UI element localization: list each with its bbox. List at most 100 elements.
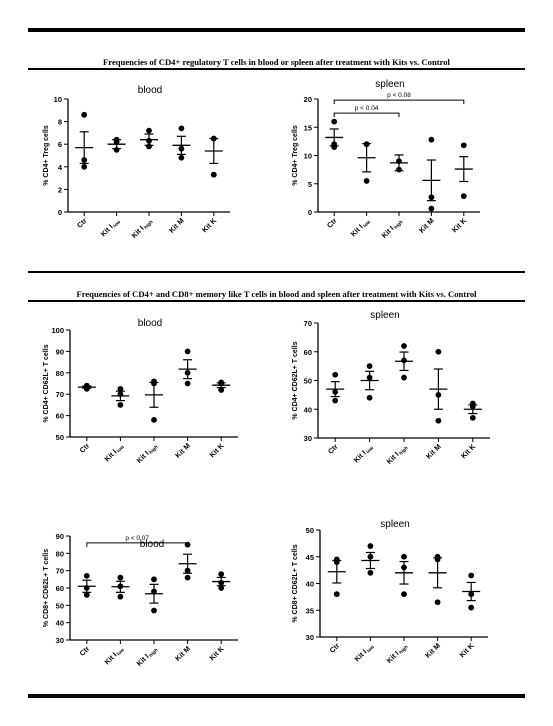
y-tick-label: 15 xyxy=(304,123,312,132)
data-point xyxy=(218,585,225,591)
data-point xyxy=(83,585,90,591)
section-rule-memory-bottom xyxy=(28,300,525,302)
y-tick-label: 70 xyxy=(56,390,64,399)
x-tick-label: Kit Ihigh xyxy=(385,641,410,666)
data-point xyxy=(117,593,124,600)
x-tick-label: Ctr xyxy=(326,442,340,456)
x-tick-label: Kit K xyxy=(207,440,226,459)
data-point xyxy=(218,387,225,393)
y-tick-label: 20 xyxy=(304,95,312,104)
section-rule-memory xyxy=(28,271,525,273)
y-tick-label: 5 xyxy=(308,180,312,189)
y-tick-label: 10 xyxy=(304,152,312,161)
y-tick-label: 0 xyxy=(58,208,62,217)
x-tick-label: Kit Ilow xyxy=(99,216,123,240)
y-axis-label: % CD4+ Treg cells xyxy=(43,125,50,186)
y-tick-label: 90 xyxy=(56,532,64,541)
data-point xyxy=(146,127,152,134)
data-point xyxy=(460,142,467,149)
data-point xyxy=(178,145,185,152)
y-tick-label: 50 xyxy=(56,433,64,442)
data-point xyxy=(468,572,475,579)
data-point xyxy=(117,574,124,581)
x-tick-label: Kit M xyxy=(173,644,192,663)
data-point xyxy=(117,391,124,398)
y-tick-label: 0 xyxy=(308,208,312,217)
x-tick-label: Kit Ihigh xyxy=(385,442,410,467)
data-point xyxy=(81,111,88,118)
y-tick-label: 40 xyxy=(306,580,314,589)
y-tick-label: 40 xyxy=(56,619,64,628)
y-tick-label: 30 xyxy=(56,636,64,645)
x-tick-label: Kit K xyxy=(459,441,478,460)
x-tick-label: Kit Ilow xyxy=(352,641,376,665)
data-point xyxy=(218,579,225,586)
data-point xyxy=(210,171,217,178)
y-tick-label: 50 xyxy=(306,526,314,535)
x-tick-label: Ctr xyxy=(75,216,89,230)
data-point xyxy=(184,348,191,355)
y-tick-label: 60 xyxy=(56,584,64,593)
data-point xyxy=(468,604,475,611)
x-tick-label: Kit Ihigh xyxy=(380,216,405,241)
data-point xyxy=(333,556,340,563)
y-axis-label: % CD8+ CD62L+ T cells xyxy=(43,549,50,627)
data-point xyxy=(117,385,124,392)
chart-panel: blood 0 2 4 6 8 10 % CD4+ Treg cells Ctr Kit Ilow… xyxy=(43,85,230,241)
x-tick-label: Kit K xyxy=(457,640,476,659)
data-point xyxy=(113,136,120,143)
data-point xyxy=(184,369,191,376)
x-tick-label: Kit Ihigh xyxy=(135,644,160,669)
x-tick-label: Ctr xyxy=(78,441,92,455)
data-point xyxy=(469,414,476,421)
bottom-rule xyxy=(28,694,525,698)
data-point xyxy=(331,118,338,125)
x-tick-label: Kit K xyxy=(450,215,469,234)
data-point xyxy=(146,143,152,150)
data-point xyxy=(331,141,338,148)
chart-title: spleen xyxy=(380,519,409,530)
data-point xyxy=(113,146,120,153)
y-tick-label: 80 xyxy=(56,369,64,378)
data-point xyxy=(83,572,90,579)
data-point xyxy=(401,591,407,598)
data-point xyxy=(81,163,88,170)
y-axis-label: % CD4+ CD62L+ T cells xyxy=(292,341,299,419)
significance-bracket xyxy=(333,99,465,105)
y-axis-label: % CD4+ CD62L+ T cells xyxy=(43,344,50,422)
y-tick-label: 4 xyxy=(58,163,63,172)
x-tick-label: Kit M xyxy=(417,216,436,235)
data-point xyxy=(332,389,339,395)
y-tick-label: 30 xyxy=(306,633,314,642)
data-point xyxy=(401,343,407,349)
y-tick-label: 8 xyxy=(58,118,62,127)
data-point xyxy=(184,574,191,581)
x-tick-label: Kit Ihigh xyxy=(130,216,155,241)
x-tick-label: Kit Ilow xyxy=(102,644,126,668)
data-point xyxy=(401,374,407,381)
chart-title: blood xyxy=(138,85,162,96)
data-point xyxy=(428,205,435,212)
y-tick-label: 50 xyxy=(304,377,312,386)
data-point xyxy=(333,591,340,598)
data-point xyxy=(396,158,402,165)
y-tick-label: 60 xyxy=(56,412,64,421)
data-point xyxy=(332,371,339,378)
y-tick-label: 10 xyxy=(54,95,62,104)
chart-panel: spleen 30 35 40 45 50 % CD8+ CD62L+ T cells Ctr… xyxy=(292,519,488,666)
data-point xyxy=(81,157,88,163)
data-point xyxy=(434,599,441,606)
data-point xyxy=(435,417,442,424)
chart-title: spleen xyxy=(375,79,404,90)
data-point xyxy=(367,569,374,576)
x-tick-label: Ctr xyxy=(78,644,92,658)
x-tick-label: Kit Ilow xyxy=(352,442,376,466)
data-point xyxy=(401,564,407,571)
y-tick-label: 2 xyxy=(58,185,62,194)
x-tick-label: Kit Ilow xyxy=(102,441,126,465)
data-point xyxy=(460,193,467,200)
y-tick-label: 70 xyxy=(56,567,64,576)
data-point xyxy=(117,583,124,590)
data-point xyxy=(178,125,185,132)
